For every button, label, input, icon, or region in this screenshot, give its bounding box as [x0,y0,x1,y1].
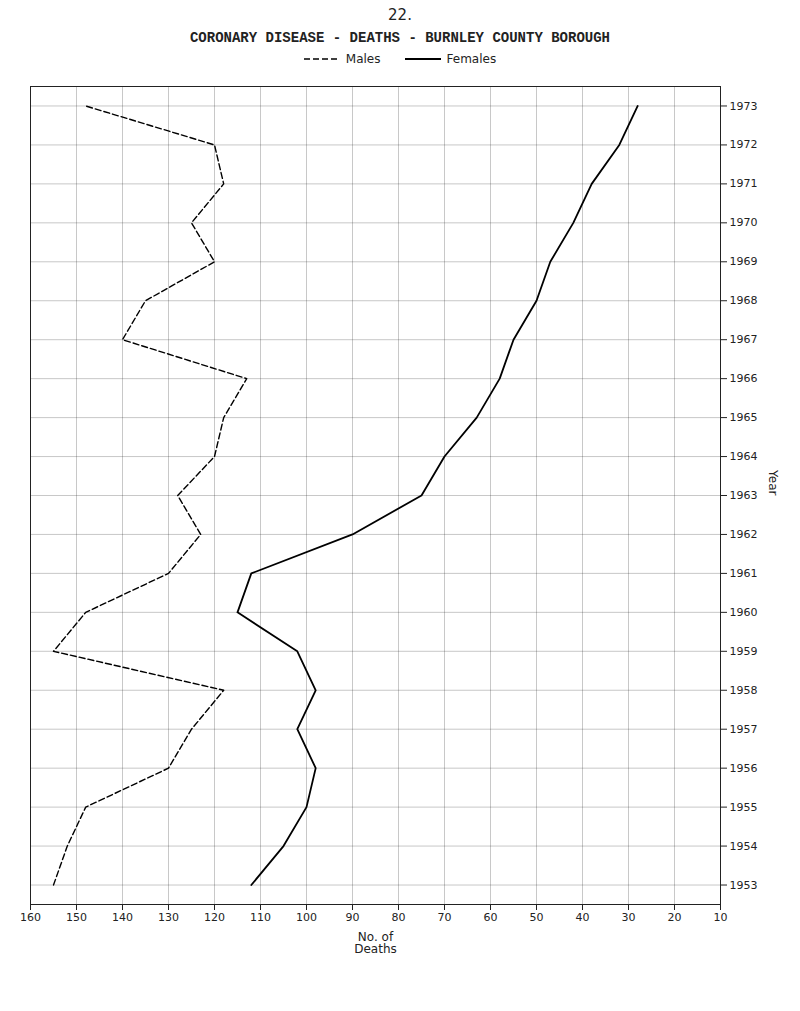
html-text:Males: Males [345,52,381,66]
svg-text:50: 50 [530,911,544,924]
svg-text:110: 110 [250,911,271,924]
svg-text:1960: 1960 [730,606,758,619]
svg-text:10: 10 [714,911,728,924]
svg-text:60: 60 [484,911,498,924]
svg-text:1958: 1958 [730,684,758,697]
svg-text:1970: 1970 [730,216,758,229]
svg-text:1955: 1955 [730,801,758,814]
html-text:Females: Females [446,52,497,66]
svg-text:140: 140 [112,911,133,924]
svg-text:150: 150 [66,911,87,924]
svg-text:40: 40 [576,911,590,924]
svg-text:1968: 1968 [730,294,758,307]
svg-text:1953: 1953 [730,879,758,892]
svg-text:1966: 1966 [730,372,758,385]
html-text:CORONARY DISEASE - DEATHS - BU: CORONARY DISEASE - DEATHS - BURNLEY COUN… [190,30,610,46]
svg-text:70: 70 [438,911,452,924]
svg-text:No. ofDeaths: No. ofDeaths [354,930,397,956]
svg-text:1961: 1961 [730,567,758,580]
svg-text:160: 160 [20,911,41,924]
svg-text:Year: Year [766,469,780,495]
svg-text:1972: 1972 [730,138,758,151]
svg-text:1957: 1957 [730,723,758,736]
svg-text:1969: 1969 [730,255,758,268]
svg-text:30: 30 [622,911,636,924]
svg-text:1962: 1962 [730,528,758,541]
svg-text:130: 130 [158,911,179,924]
svg-text:1965: 1965 [730,411,758,424]
svg-text:120: 120 [204,911,225,924]
svg-text:1964: 1964 [730,450,758,463]
svg-text:80: 80 [392,911,406,924]
svg-text:1956: 1956 [730,762,758,775]
svg-text:1973: 1973 [730,99,758,112]
svg-text:1971: 1971 [730,177,758,190]
svg-text:90: 90 [346,911,360,924]
svg-text:1959: 1959 [730,645,758,658]
svg-text:100: 100 [296,911,317,924]
svg-text:1954: 1954 [730,840,758,853]
svg-text:1967: 1967 [730,333,758,346]
svg-text:1963: 1963 [730,489,758,502]
svg-text:20: 20 [668,911,682,924]
html-text:22.: 22. [388,6,412,24]
